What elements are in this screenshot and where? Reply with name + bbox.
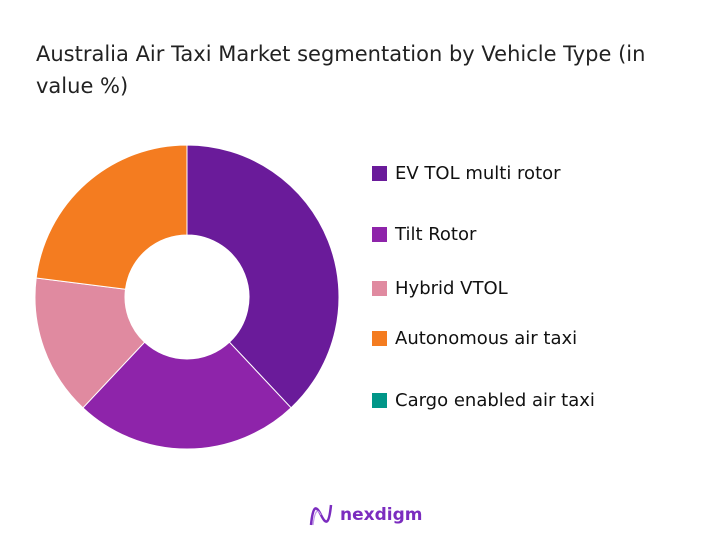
legend-label: Hybrid VTOL — [395, 278, 508, 299]
legend-label: EV TOL multi rotor — [395, 163, 561, 184]
legend-item: Hybrid VTOL — [372, 278, 508, 299]
legend-item: Autonomous air taxi — [372, 328, 577, 349]
legend-item: Tilt Rotor — [372, 224, 476, 245]
nexdigm-logo: nexdigm — [308, 503, 422, 527]
legend-swatch — [372, 227, 387, 242]
slice-tilt-rotor[interactable] — [82, 341, 292, 450]
legend-label: Cargo enabled air taxi — [395, 390, 595, 411]
slice-autonomous-air-taxi[interactable] — [35, 144, 188, 290]
chart-title: Australia Air Taxi Market segmentation b… — [36, 42, 646, 98]
legend-swatch — [372, 393, 387, 408]
legend-swatch — [372, 281, 387, 296]
legend-swatch — [372, 331, 387, 346]
slice-hybrid-vtol[interactable] — [34, 277, 146, 409]
legend-label: Tilt Rotor — [395, 224, 477, 245]
legend-label: Autonomous air taxi — [395, 328, 578, 349]
brand-name: nexdigm — [340, 505, 423, 525]
legend-item: EV TOL multi rotor — [372, 163, 561, 184]
legend-swatch — [372, 166, 387, 181]
legend-item: Cargo enabled air taxi — [372, 390, 595, 411]
nexdigm-logo-icon — [309, 504, 333, 526]
slice-ev-tol-multi-rotor[interactable] — [186, 144, 340, 409]
